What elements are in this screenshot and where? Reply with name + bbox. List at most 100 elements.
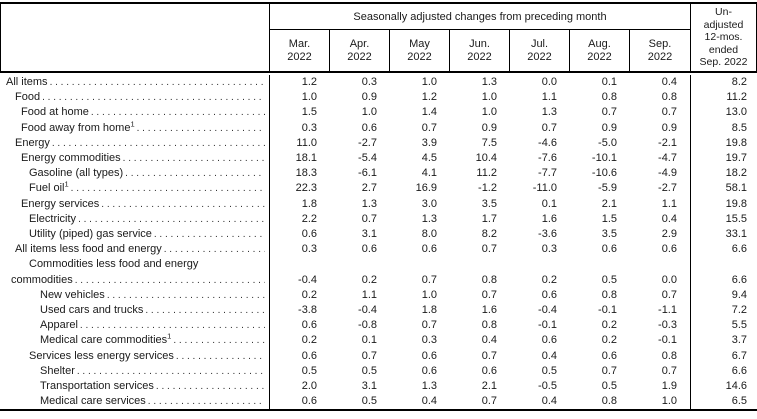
value-cell: 1.0 — [421, 76, 437, 88]
value-cell: -1.2 — [478, 182, 497, 195]
value-cell: 0.4 — [421, 395, 437, 408]
dot-leader — [174, 349, 265, 364]
row-label: Medical care commodities1 — [40, 331, 172, 347]
value-cell: -1.1 — [658, 304, 677, 317]
value-cell: 0.6 — [301, 349, 317, 362]
dot-leader — [40, 90, 265, 105]
value-cell: 1.3 — [421, 212, 437, 225]
value-cell: -3.8 — [298, 304, 317, 317]
year-label: 2022 — [527, 50, 552, 63]
dot-leader — [152, 227, 265, 242]
footnote-marker: 1 — [64, 179, 69, 189]
value-cell: 0.8 — [601, 395, 617, 408]
table-row: All items 1.2 0.3 1.0 1.3 0.0 0.1 0.4 8.2 — [0, 75, 757, 91]
row-label: Gasoline (all types) — [29, 167, 124, 180]
value-cell: 0.3 — [421, 334, 437, 347]
value-cell: 0.6 — [541, 334, 557, 347]
row-label: Energy commodities — [21, 152, 121, 165]
month-column-header: Jul. 2022 — [510, 30, 570, 71]
yoy-value-cell: 3.7 — [690, 333, 757, 349]
value-cell: 0.7 — [541, 121, 557, 134]
row-label-cell: Energy — [0, 135, 270, 152]
row-label-cell: Fuel oil1 — [0, 181, 270, 197]
row-label-line: Utility (piped) gas service — [0, 227, 265, 242]
value-cell: 0.6 — [361, 243, 377, 256]
value-cell: 2.9 — [661, 228, 677, 241]
footnote-marker: 1 — [130, 118, 135, 128]
value-cell: 10.4 — [475, 152, 497, 165]
row-label: Transportation services — [40, 380, 154, 393]
month-label: Sep. — [648, 37, 672, 50]
table-row: Energy 11.0 -2.7 3.9 7.5 -4.6 -5.0 -2.1 19.8 — [0, 135, 757, 152]
value-cell: 1.0 — [361, 106, 377, 119]
row-label-line: Electricity — [0, 212, 265, 227]
row-label-line: Food at home — [0, 105, 265, 120]
value-cell: 0.5 — [601, 380, 617, 393]
value-cell: 0.6 — [421, 243, 437, 256]
value-cell: 0.6 — [421, 364, 437, 377]
row-label: Energy services — [21, 197, 100, 210]
value-cell: 0.0 — [661, 273, 677, 286]
value-cell: -4.9 — [658, 167, 677, 180]
value-cell: 1.9 — [661, 380, 677, 393]
row-label: commodities — [11, 273, 73, 286]
yoy-value-cell: 33.1 — [690, 227, 757, 243]
yoy-value-cell: 11.2 — [690, 90, 757, 106]
table-row: Food 1.0 0.9 1.2 1.0 1.1 0.8 0.8 11.2 — [0, 90, 757, 106]
value-cell: 1.1 — [361, 288, 377, 301]
value-cell: 7.5 — [481, 136, 497, 149]
year-label: 2022 — [587, 50, 612, 63]
row-label-line: Shelter — [0, 364, 265, 379]
row-label: Electricity — [29, 212, 77, 225]
value-cell: -5.9 — [598, 182, 617, 195]
value-cell: 1.5 — [301, 106, 317, 119]
row-label: Apparel — [40, 319, 78, 332]
value-cell: 0.7 — [481, 243, 497, 256]
value-cell: 0.8 — [481, 273, 497, 286]
row-label-cell: Commodities less food and energy commodit… — [0, 257, 270, 288]
month-column-header: Mar. 2022 — [270, 30, 330, 71]
table-row: Energy services 1.8 1.3 3.0 3.5 0.1 2.1 1.1 19.8 — [0, 196, 757, 212]
unadjusted-header-line: 12-mos. — [704, 31, 743, 44]
value-cell: 1.3 — [481, 76, 497, 88]
table-header: Seasonally adjusted changes from precedi… — [0, 2, 757, 73]
value-cell: -2.1 — [658, 136, 677, 149]
value-cell: 0.1 — [601, 76, 617, 88]
dot-leader — [99, 197, 265, 212]
yoy-value-cell: 15.5 — [690, 211, 757, 228]
value-cell: 0.6 — [601, 243, 617, 256]
value-cell: 1.0 — [481, 91, 497, 104]
value-cell: -0.1 — [598, 304, 617, 317]
row-label-cell: Medical care services — [0, 394, 270, 410]
row-label-cell: Food at home — [0, 105, 270, 121]
value-cell: 3.0 — [421, 197, 437, 210]
unadjusted-header-line: adjusted — [703, 18, 744, 31]
value-cell: 0.8 — [481, 319, 497, 332]
value-cell: 0.7 — [661, 364, 677, 377]
table-row: Medical care services 0.6 0.5 0.4 0.7 0.4 0.8 1… — [0, 394, 757, 410]
row-label-line: Food away from home1 — [0, 118, 265, 136]
year-label: 2022 — [347, 50, 372, 63]
value-cell: 11.0 — [296, 136, 317, 149]
row-label-cell: New vehicles — [0, 287, 270, 304]
value-cell: -0.4 — [358, 304, 377, 317]
value-cell: 0.7 — [661, 106, 677, 119]
value-cell: -11.0 — [532, 182, 557, 195]
row-label: Food away from home1 — [21, 118, 135, 134]
row-label-cell: Services less energy services — [0, 348, 270, 364]
value-cell: 0.7 — [601, 106, 617, 119]
value-cell: 1.3 — [421, 380, 437, 393]
value-cell: 1.6 — [481, 304, 497, 317]
value-cell: 0.2 — [541, 273, 557, 286]
value-cell: 0.7 — [361, 349, 377, 362]
yoy-value-cell: 5.5 — [690, 318, 757, 334]
value-cell: 0.6 — [541, 288, 557, 301]
table-row: Apparel 0.6 -0.8 0.7 0.8 -0.1 0.2 -0.3 5.5 — [0, 318, 757, 334]
row-label-line: Fuel oil1 — [0, 181, 265, 196]
dot-leader — [76, 212, 265, 227]
month-label: May — [409, 37, 430, 50]
row-label-line: All items — [0, 75, 265, 90]
row-label-line: Transportation services — [0, 379, 265, 394]
table-row: Services less energy services 0.6 0.7 0.6 0.… — [0, 348, 757, 364]
